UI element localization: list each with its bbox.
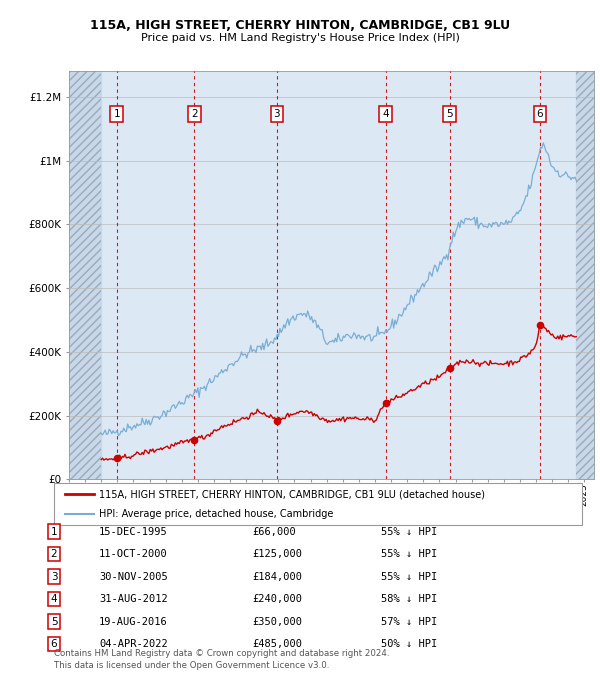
Text: £240,000: £240,000 bbox=[252, 594, 302, 604]
Text: HPI: Average price, detached house, Cambridge: HPI: Average price, detached house, Camb… bbox=[99, 509, 333, 519]
Text: £485,000: £485,000 bbox=[252, 639, 302, 649]
Text: 19-AUG-2016: 19-AUG-2016 bbox=[99, 617, 168, 626]
Text: 115A, HIGH STREET, CHERRY HINTON, CAMBRIDGE, CB1 9LU: 115A, HIGH STREET, CHERRY HINTON, CAMBRI… bbox=[90, 19, 510, 32]
Text: Contains HM Land Registry data © Crown copyright and database right 2024.
This d: Contains HM Land Registry data © Crown c… bbox=[54, 649, 389, 670]
Text: 3: 3 bbox=[50, 572, 58, 581]
Text: 1: 1 bbox=[113, 109, 120, 119]
Text: 55% ↓ HPI: 55% ↓ HPI bbox=[381, 527, 437, 537]
Text: 4: 4 bbox=[382, 109, 389, 119]
Text: £350,000: £350,000 bbox=[252, 617, 302, 626]
Text: 55% ↓ HPI: 55% ↓ HPI bbox=[381, 572, 437, 581]
Text: 57% ↓ HPI: 57% ↓ HPI bbox=[381, 617, 437, 626]
Text: 58% ↓ HPI: 58% ↓ HPI bbox=[381, 594, 437, 604]
Bar bbox=[576, 71, 594, 479]
Text: £66,000: £66,000 bbox=[252, 527, 296, 537]
Text: 2: 2 bbox=[50, 549, 58, 559]
Text: 31-AUG-2012: 31-AUG-2012 bbox=[99, 594, 168, 604]
Text: 5: 5 bbox=[446, 109, 453, 119]
Text: Price paid vs. HM Land Registry's House Price Index (HPI): Price paid vs. HM Land Registry's House … bbox=[140, 33, 460, 43]
Text: 2: 2 bbox=[191, 109, 197, 119]
FancyBboxPatch shape bbox=[54, 483, 582, 525]
Text: 6: 6 bbox=[537, 109, 544, 119]
Text: 15-DEC-1995: 15-DEC-1995 bbox=[99, 527, 168, 537]
Text: 04-APR-2022: 04-APR-2022 bbox=[99, 639, 168, 649]
Text: 3: 3 bbox=[274, 109, 280, 119]
Text: 5: 5 bbox=[50, 617, 58, 626]
Text: 1: 1 bbox=[50, 527, 58, 537]
Text: 11-OCT-2000: 11-OCT-2000 bbox=[99, 549, 168, 559]
Text: £184,000: £184,000 bbox=[252, 572, 302, 581]
Text: 50% ↓ HPI: 50% ↓ HPI bbox=[381, 639, 437, 649]
Text: £125,000: £125,000 bbox=[252, 549, 302, 559]
Text: 115A, HIGH STREET, CHERRY HINTON, CAMBRIDGE, CB1 9LU (detached house): 115A, HIGH STREET, CHERRY HINTON, CAMBRI… bbox=[99, 489, 485, 499]
Text: 6: 6 bbox=[50, 639, 58, 649]
Text: 4: 4 bbox=[50, 594, 58, 604]
Bar bbox=[69, 71, 101, 479]
Text: 55% ↓ HPI: 55% ↓ HPI bbox=[381, 549, 437, 559]
Text: 30-NOV-2005: 30-NOV-2005 bbox=[99, 572, 168, 581]
